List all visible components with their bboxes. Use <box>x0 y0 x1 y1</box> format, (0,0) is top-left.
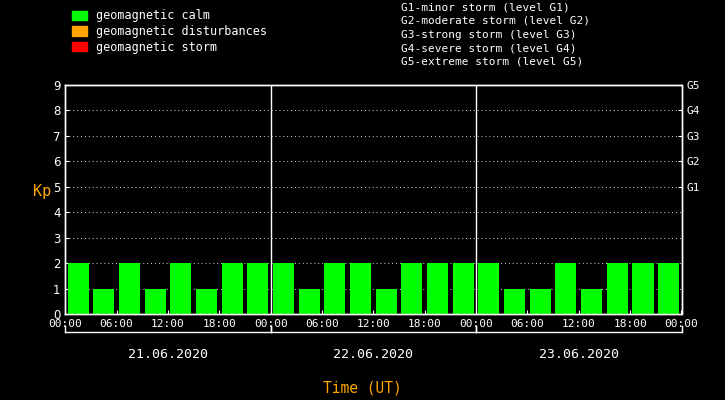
Bar <box>555 263 576 314</box>
Bar <box>478 263 500 314</box>
Bar <box>350 263 371 314</box>
Bar <box>67 263 88 314</box>
Bar <box>196 288 217 314</box>
Text: 23.06.2020: 23.06.2020 <box>539 348 619 361</box>
Bar <box>607 263 628 314</box>
Bar <box>222 263 243 314</box>
Bar <box>119 263 140 314</box>
Bar <box>658 263 679 314</box>
Bar <box>170 263 191 314</box>
Bar <box>581 288 602 314</box>
Bar <box>427 263 448 314</box>
Bar <box>530 288 551 314</box>
Text: Time (UT): Time (UT) <box>323 380 402 395</box>
Bar <box>299 288 320 314</box>
Text: 22.06.2020: 22.06.2020 <box>334 348 413 361</box>
Bar <box>504 288 525 314</box>
Text: G1-minor storm (level G1)
G2-moderate storm (level G2)
G3-strong storm (level G3: G1-minor storm (level G1) G2-moderate st… <box>401 2 590 67</box>
Bar <box>273 263 294 314</box>
Y-axis label: Kp: Kp <box>33 184 51 200</box>
Bar <box>247 263 268 314</box>
Text: 21.06.2020: 21.06.2020 <box>128 348 208 361</box>
Bar <box>94 288 115 314</box>
Bar <box>376 288 397 314</box>
Bar <box>144 288 165 314</box>
Bar <box>452 263 473 314</box>
Legend: geomagnetic calm, geomagnetic disturbances, geomagnetic storm: geomagnetic calm, geomagnetic disturbanc… <box>71 8 268 55</box>
Bar <box>402 263 423 314</box>
Bar <box>632 263 653 314</box>
Bar <box>324 263 345 314</box>
